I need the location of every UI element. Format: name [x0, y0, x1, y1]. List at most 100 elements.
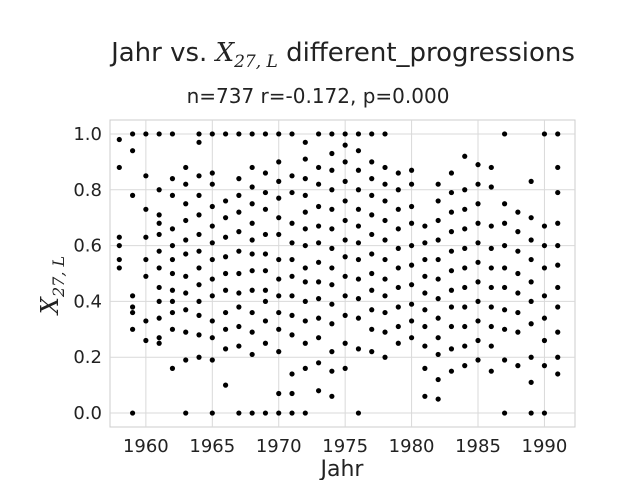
data-point — [395, 187, 401, 193]
data-point — [355, 223, 362, 229]
data-point — [236, 209, 242, 215]
data-point — [528, 215, 534, 221]
data-point — [435, 276, 441, 282]
data-point — [342, 142, 348, 148]
data-point — [315, 259, 322, 265]
data-point — [262, 318, 269, 324]
data-point — [475, 298, 481, 305]
data-point — [488, 184, 494, 190]
data-point — [329, 226, 335, 232]
data-point — [276, 256, 282, 263]
data-point — [236, 323, 242, 330]
data-point — [209, 131, 215, 137]
data-point — [355, 206, 362, 212]
data-point — [183, 273, 189, 279]
data-point — [196, 312, 202, 318]
data-point — [355, 315, 362, 321]
data-point — [395, 323, 401, 330]
data-point — [289, 273, 295, 279]
data-point — [462, 153, 468, 159]
data-point — [408, 335, 415, 341]
data-point — [435, 296, 441, 302]
data-point — [302, 340, 308, 346]
data-point — [422, 290, 428, 296]
data-point — [116, 164, 122, 171]
data-point — [116, 242, 122, 249]
data-point — [315, 279, 322, 285]
data-point — [169, 192, 176, 198]
data-point — [435, 315, 441, 321]
data-point — [555, 329, 561, 335]
data-point — [169, 131, 176, 137]
data-point — [302, 209, 308, 215]
data-point — [462, 284, 468, 291]
data-point — [369, 349, 375, 355]
data-point — [276, 276, 282, 282]
data-point — [196, 248, 202, 254]
data-point — [342, 365, 348, 371]
data-point — [276, 349, 282, 355]
data-point — [209, 240, 215, 246]
data-point — [555, 304, 561, 310]
data-point — [515, 229, 521, 235]
data-point — [475, 357, 481, 363]
y-tick-label: 0.2 — [73, 347, 102, 368]
data-point — [315, 240, 322, 246]
data-point — [382, 217, 388, 224]
data-point — [475, 337, 481, 344]
data-point — [448, 304, 455, 310]
data-point — [475, 240, 481, 246]
data-point — [302, 298, 308, 305]
data-point — [249, 237, 255, 243]
data-point — [462, 265, 468, 271]
data-point — [249, 251, 255, 257]
y-tick-label: 0.0 — [73, 403, 102, 424]
data-point — [488, 323, 494, 330]
data-point — [369, 159, 375, 165]
data-point — [408, 301, 415, 307]
data-point — [488, 368, 494, 374]
data-point — [541, 242, 548, 249]
data-point — [435, 351, 441, 358]
data-point — [262, 340, 269, 346]
data-point — [342, 312, 348, 318]
data-point — [422, 343, 428, 349]
data-point — [183, 181, 189, 187]
data-point — [302, 242, 308, 249]
data-point — [515, 290, 521, 296]
data-point — [422, 393, 428, 399]
data-point — [555, 262, 561, 268]
data-point — [315, 131, 322, 137]
data-point — [315, 164, 322, 171]
data-point — [355, 296, 362, 302]
data-point — [435, 396, 441, 402]
data-point — [369, 287, 375, 293]
data-point — [395, 284, 401, 291]
data-point — [315, 223, 322, 229]
data-point — [462, 226, 468, 232]
y-axis-label: X27, L — [36, 256, 68, 316]
data-point — [355, 410, 362, 416]
data-point — [302, 139, 308, 145]
data-point — [209, 293, 215, 299]
data-point — [422, 256, 428, 263]
data-point — [369, 212, 375, 218]
data-point — [501, 410, 508, 416]
data-point — [329, 187, 335, 193]
data-point — [236, 229, 242, 235]
data-point — [276, 195, 282, 201]
data-point — [222, 254, 229, 260]
data-point — [342, 178, 348, 184]
data-point — [528, 354, 534, 360]
data-point — [395, 245, 401, 251]
data-point — [462, 245, 468, 251]
data-point — [369, 270, 375, 277]
data-point — [408, 181, 415, 187]
data-point — [196, 139, 202, 145]
data-point — [302, 410, 308, 416]
data-point — [196, 354, 202, 360]
data-point — [289, 293, 295, 299]
data-point — [382, 329, 388, 335]
data-point — [448, 229, 455, 235]
